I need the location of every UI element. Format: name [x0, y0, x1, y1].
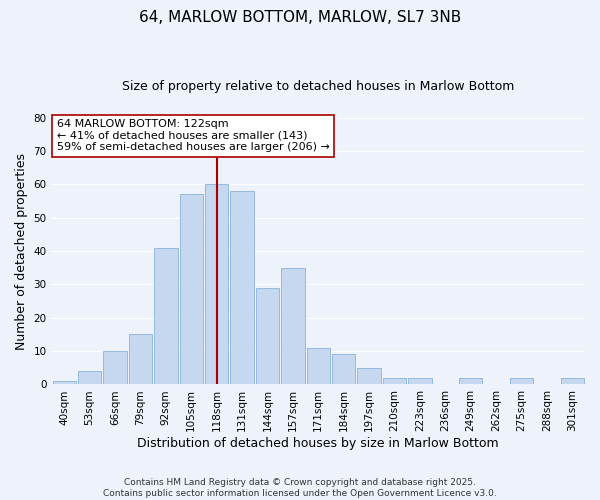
Bar — [510, 378, 533, 384]
Bar — [358, 368, 381, 384]
Bar — [459, 378, 482, 384]
Bar — [560, 378, 584, 384]
Bar — [230, 191, 254, 384]
Y-axis label: Number of detached properties: Number of detached properties — [15, 152, 28, 350]
Bar — [205, 184, 229, 384]
Text: 64 MARLOW BOTTOM: 122sqm
← 41% of detached houses are smaller (143)
59% of semi-: 64 MARLOW BOTTOM: 122sqm ← 41% of detach… — [57, 119, 330, 152]
Bar — [179, 194, 203, 384]
Bar — [129, 334, 152, 384]
Bar — [78, 371, 101, 384]
Bar — [383, 378, 406, 384]
Bar — [256, 288, 279, 384]
Bar — [307, 348, 330, 385]
X-axis label: Distribution of detached houses by size in Marlow Bottom: Distribution of detached houses by size … — [137, 437, 499, 450]
Bar — [154, 248, 178, 384]
Title: Size of property relative to detached houses in Marlow Bottom: Size of property relative to detached ho… — [122, 80, 514, 93]
Bar — [332, 354, 355, 384]
Bar — [53, 381, 76, 384]
Bar — [103, 351, 127, 384]
Bar — [408, 378, 431, 384]
Bar — [281, 268, 305, 384]
Text: Contains HM Land Registry data © Crown copyright and database right 2025.
Contai: Contains HM Land Registry data © Crown c… — [103, 478, 497, 498]
Text: 64, MARLOW BOTTOM, MARLOW, SL7 3NB: 64, MARLOW BOTTOM, MARLOW, SL7 3NB — [139, 10, 461, 25]
